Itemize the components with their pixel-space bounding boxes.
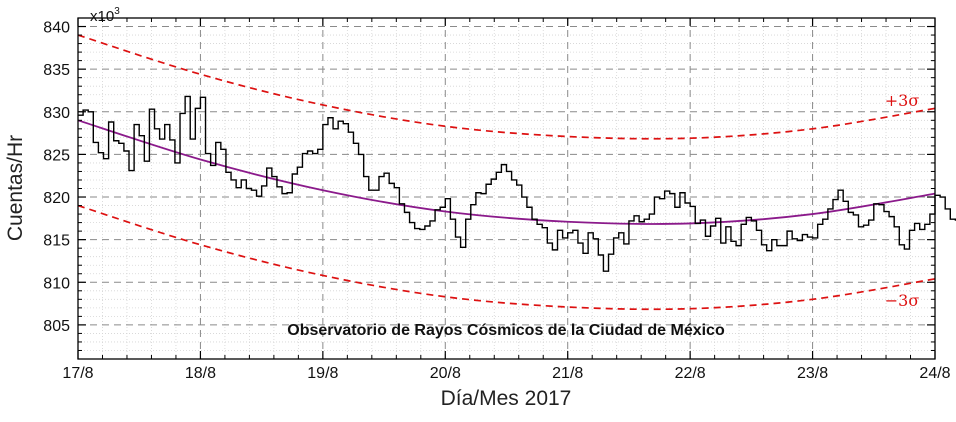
x-tick-labels: 17/8 18/8 19/8 20/8 21/8 22/8 23/8 24/8 bbox=[62, 365, 950, 382]
plus-3-sigma-label: +3σ bbox=[885, 91, 920, 110]
y-tick-label: 820 bbox=[43, 190, 70, 207]
y-tick-label: 805 bbox=[43, 318, 70, 335]
x-tick-label: 21/8 bbox=[552, 365, 583, 382]
y-tick-label: 810 bbox=[43, 275, 70, 292]
y-axis-title: Cuentas/Hr bbox=[4, 135, 27, 241]
x-axis-title: Día/Mes 2017 bbox=[441, 387, 572, 410]
minor-grid bbox=[78, 17, 935, 360]
band-curves bbox=[77, 34, 936, 311]
x-tick-label: 24/8 bbox=[919, 365, 950, 382]
x-tick-label: 18/8 bbox=[185, 365, 216, 382]
y-tick-label: 825 bbox=[43, 147, 70, 164]
counts-step-line bbox=[78, 95, 956, 272]
plot-frame bbox=[77, 17, 936, 360]
counts-series-group bbox=[78, 95, 956, 272]
y-multiplier-exponent: 3 bbox=[114, 6, 120, 17]
y-tick-label: 840 bbox=[43, 20, 70, 37]
sigma-band-line bbox=[77, 34, 936, 140]
fit-line bbox=[77, 119, 936, 225]
major-grid bbox=[78, 18, 935, 359]
y-multiplier-base: x10 bbox=[90, 8, 114, 25]
minus-3-sigma-label: −3σ bbox=[885, 291, 920, 310]
y-tick-label: 830 bbox=[43, 105, 70, 122]
y-tick-label: 835 bbox=[43, 62, 70, 79]
x-tick-label: 20/8 bbox=[430, 365, 461, 382]
chart-annotation: Observatorio de Rayos Cósmicos de la Ciu… bbox=[287, 322, 725, 339]
y-multiplier-label: x103 bbox=[90, 6, 120, 25]
y-tick-label: 815 bbox=[43, 233, 70, 250]
sigma-band-line bbox=[77, 204, 936, 311]
x-tick-label: 19/8 bbox=[307, 365, 338, 382]
y-tick-labels: 805 810 815 820 825 830 835 840 bbox=[43, 20, 70, 335]
ticks bbox=[77, 17, 936, 360]
fit-curve-group bbox=[77, 119, 936, 225]
x-tick-label: 22/8 bbox=[675, 365, 706, 382]
x-tick-label: 17/8 bbox=[62, 365, 93, 382]
x-tick-label: 23/8 bbox=[797, 365, 828, 382]
